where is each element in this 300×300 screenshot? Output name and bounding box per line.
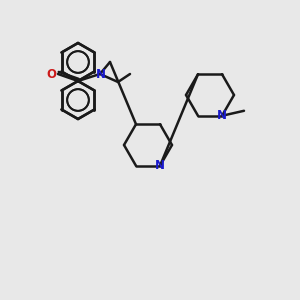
Text: N: N <box>96 68 106 80</box>
Text: N: N <box>155 159 165 172</box>
Text: O: O <box>46 68 56 80</box>
Text: N: N <box>217 109 227 122</box>
